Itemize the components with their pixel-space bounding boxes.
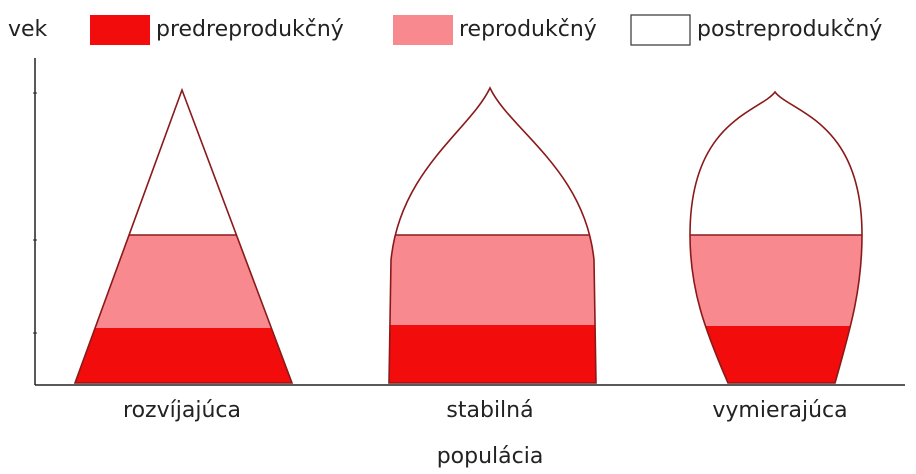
pyramid-label: stabilná (446, 398, 533, 423)
pyramid-outline (73, 87, 294, 384)
pyramid-bands (690, 92, 862, 383)
x-axis-label: populácia (437, 444, 544, 469)
legend-swatch (393, 15, 453, 45)
pyramid-label: vymierajúca (712, 398, 847, 423)
legend-label: predreprodukčný (156, 17, 344, 42)
legend-swatch (630, 14, 691, 46)
legend-swatch (90, 15, 150, 45)
y-axis-label: vek (8, 17, 48, 42)
pyramid-outline (388, 86, 597, 384)
pyramid-bands (389, 88, 596, 383)
pyramid-outline (689, 90, 863, 384)
legend-label: postreprodukčný (697, 17, 882, 42)
legend-label: reprodukčný (459, 17, 597, 42)
pyramid-label: rozvíjajúca (123, 398, 241, 423)
pyramid-bands (75, 90, 292, 383)
